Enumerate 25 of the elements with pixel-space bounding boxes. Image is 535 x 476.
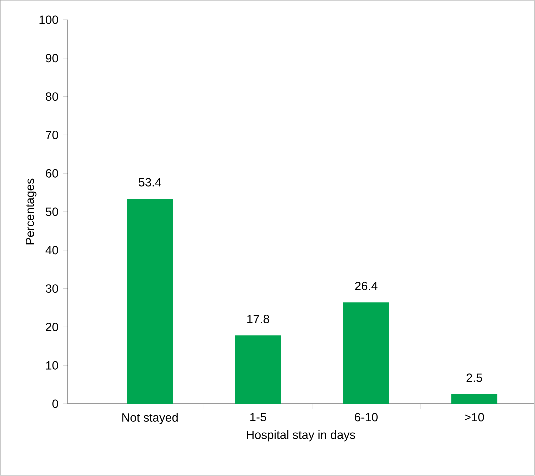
y-tick-label: 30	[46, 284, 58, 294]
y-tick-label: 80	[46, 92, 58, 102]
bar	[235, 336, 282, 404]
x-tick-label: >10	[464, 413, 484, 422]
data-label: 26.4	[355, 282, 378, 290]
y-tick-label: 70	[46, 130, 58, 140]
bar	[452, 394, 498, 404]
data-label: 53.4	[139, 178, 162, 187]
y-tick-label: 90	[46, 54, 58, 63]
y-tick-label: 60	[46, 169, 58, 178]
bar	[127, 198, 174, 404]
y-tick-label: 40	[46, 246, 58, 255]
x-axis-title: Hospital stay in days	[247, 430, 356, 442]
data-label: 17.8	[248, 315, 270, 324]
data-label: 2.5	[466, 374, 482, 382]
y-axis-title: Percentages	[26, 178, 37, 245]
y-tick-label: 50	[46, 208, 58, 216]
y-tick-label: 100	[40, 16, 58, 24]
y-tick-label: 0	[52, 400, 58, 408]
x-tick-label: 6-10	[355, 413, 378, 422]
x-tick-label: 1-5	[250, 413, 266, 422]
y-tick-label: 20	[46, 322, 58, 332]
x-tick-label: Not stayed	[122, 413, 178, 424]
bar	[343, 302, 390, 404]
y-tick-label: 10	[46, 361, 58, 370]
